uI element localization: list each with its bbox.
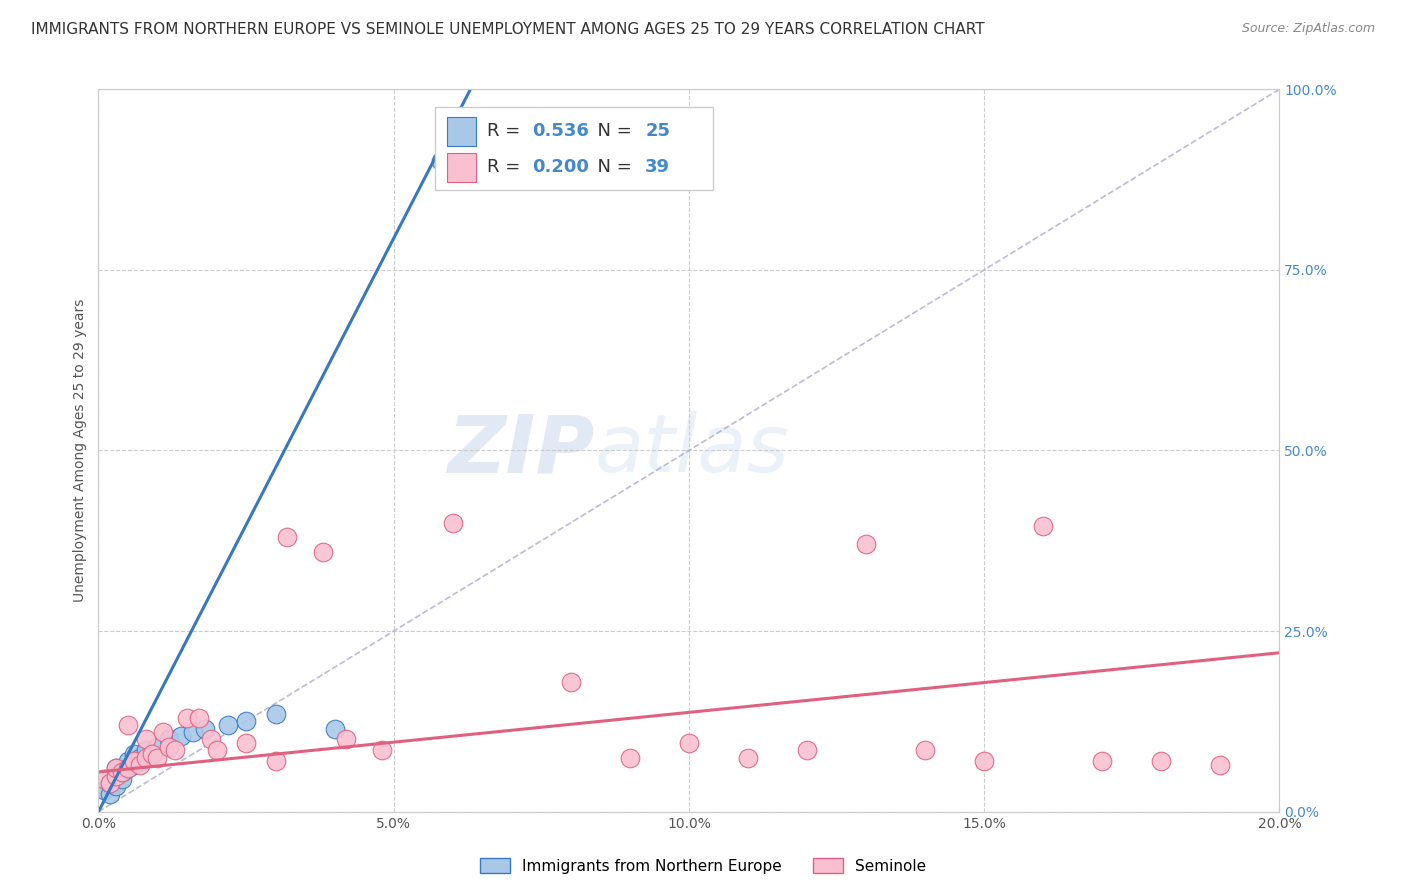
Point xyxy=(1091,754,1114,768)
Text: 39: 39 xyxy=(645,158,671,177)
Point xyxy=(619,750,641,764)
Point xyxy=(128,757,150,772)
Text: N =: N = xyxy=(586,158,638,177)
Point xyxy=(914,743,936,757)
Point xyxy=(135,732,157,747)
Point xyxy=(235,736,257,750)
Point xyxy=(146,750,169,764)
Point xyxy=(235,714,257,729)
Point xyxy=(312,544,335,558)
Text: R =: R = xyxy=(486,158,526,177)
Point xyxy=(855,537,877,551)
Point xyxy=(152,725,174,739)
FancyBboxPatch shape xyxy=(434,107,713,190)
Point xyxy=(117,718,139,732)
Point xyxy=(117,754,139,768)
Point xyxy=(371,743,394,757)
FancyBboxPatch shape xyxy=(447,117,477,145)
Legend: Immigrants from Northern Europe, Seminole: Immigrants from Northern Europe, Seminol… xyxy=(474,852,932,880)
Point xyxy=(560,674,582,689)
Point xyxy=(678,736,700,750)
Point xyxy=(1209,757,1232,772)
Point xyxy=(737,750,759,764)
FancyBboxPatch shape xyxy=(447,153,477,182)
Text: 25: 25 xyxy=(645,122,671,140)
Point xyxy=(98,776,121,790)
Text: R =: R = xyxy=(486,122,526,140)
Point xyxy=(200,732,222,747)
Point xyxy=(135,750,157,764)
Point xyxy=(111,764,134,779)
Y-axis label: Unemployment Among Ages 25 to 29 years: Unemployment Among Ages 25 to 29 years xyxy=(73,299,87,602)
Point xyxy=(973,754,995,768)
Text: atlas: atlas xyxy=(595,411,789,490)
Text: IMMIGRANTS FROM NORTHERN EUROPE VS SEMINOLE UNEMPLOYMENT AMONG AGES 25 TO 29 YEA: IMMIGRANTS FROM NORTHERN EUROPE VS SEMIN… xyxy=(31,22,984,37)
Text: 0.536: 0.536 xyxy=(531,122,589,140)
Point xyxy=(181,725,204,739)
Point xyxy=(194,722,217,736)
Point xyxy=(264,707,287,722)
Point xyxy=(122,757,145,772)
Point xyxy=(105,780,128,794)
Point xyxy=(157,732,180,747)
Point xyxy=(217,718,239,732)
Point xyxy=(165,743,187,757)
Point xyxy=(105,761,128,775)
Point xyxy=(98,787,121,801)
Point xyxy=(122,747,145,761)
Point xyxy=(141,747,163,761)
Point xyxy=(276,530,298,544)
Text: N =: N = xyxy=(586,122,638,140)
Point xyxy=(105,761,128,775)
Point xyxy=(170,729,193,743)
Point xyxy=(176,711,198,725)
Point xyxy=(187,711,209,725)
Point xyxy=(323,722,346,736)
Point xyxy=(98,776,121,790)
Point xyxy=(141,747,163,761)
Point xyxy=(111,764,134,779)
Text: ZIP: ZIP xyxy=(447,411,595,490)
Point xyxy=(335,732,357,747)
Point xyxy=(117,761,139,775)
Point xyxy=(796,743,818,757)
Point xyxy=(93,772,115,787)
Point xyxy=(430,154,453,169)
Point xyxy=(1032,519,1054,533)
Point xyxy=(205,743,228,757)
Point xyxy=(1150,754,1173,768)
Point xyxy=(93,783,115,797)
Point xyxy=(105,769,128,783)
Point xyxy=(128,750,150,764)
Point xyxy=(111,772,134,787)
Text: Source: ZipAtlas.com: Source: ZipAtlas.com xyxy=(1241,22,1375,36)
Point xyxy=(146,739,169,754)
Point xyxy=(441,516,464,530)
Text: 0.200: 0.200 xyxy=(531,158,589,177)
Point xyxy=(264,754,287,768)
Point xyxy=(135,743,157,757)
Point xyxy=(157,739,180,754)
Point xyxy=(122,754,145,768)
Point xyxy=(105,769,128,783)
Point xyxy=(117,761,139,775)
